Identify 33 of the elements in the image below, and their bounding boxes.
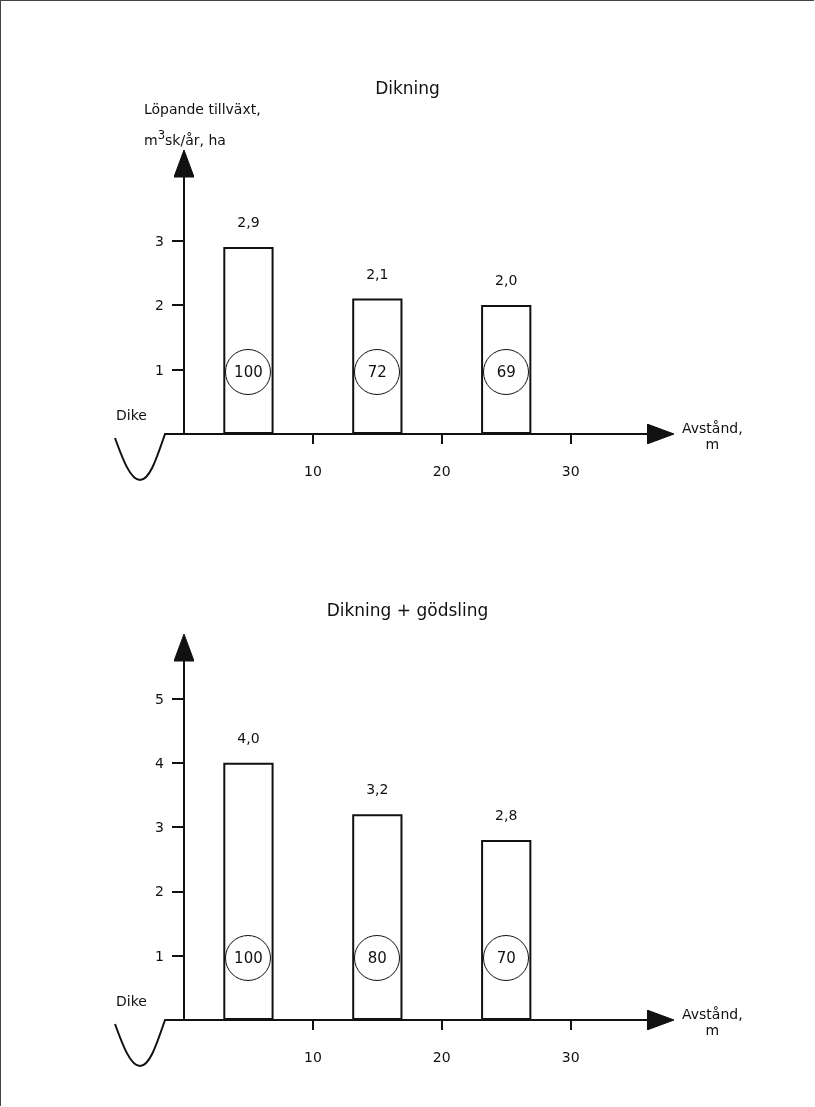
annotation: 100 [225, 935, 272, 981]
y-tick-label: 2 [155, 883, 164, 900]
y-tick-label: 5 [155, 690, 164, 707]
text: Dike [116, 993, 147, 1009]
data-label: 4,0 [237, 729, 260, 746]
data-label: 3,2 [366, 781, 389, 798]
text: Dike [116, 407, 147, 423]
annotation: 72 [354, 349, 401, 395]
data-label: 2,0 [495, 272, 518, 288]
data-label: 2,1 [366, 265, 389, 282]
annotation: 70 [483, 935, 530, 981]
y-axis-title: Löpande tillväxt, m$^{3}$sk/år, ha [144, 100, 261, 150]
data-label: 2,8 [495, 807, 518, 823]
annotation: 100 [225, 349, 272, 395]
x-tick-label: 20 [432, 1049, 451, 1065]
chart-title: Dikning + gödsling [326, 599, 489, 620]
y-tick-label: 1 [155, 947, 164, 964]
data-label: 2,9 [237, 213, 260, 230]
chart-title: Dikning [375, 77, 440, 98]
x-tick-label: 10 [303, 463, 322, 479]
y-tick-label: 3 [155, 819, 164, 836]
x-tick-label: 20 [432, 463, 451, 479]
y-tick-label: 2 [155, 297, 164, 313]
annotation: 69 [483, 349, 530, 395]
annotation: 80 [354, 935, 401, 981]
x-tick-label: 30 [561, 1049, 580, 1065]
y-tick-label: 3 [155, 232, 164, 249]
y-tick-label: 4 [155, 754, 165, 771]
x-tick-label: 10 [303, 1049, 322, 1065]
x-tick-label: 30 [561, 463, 580, 479]
y-tick-label: 1 [155, 361, 164, 378]
x-axis-title: Avstånd, m [682, 1006, 743, 1038]
x-axis-title: Avstånd, m [682, 420, 743, 452]
